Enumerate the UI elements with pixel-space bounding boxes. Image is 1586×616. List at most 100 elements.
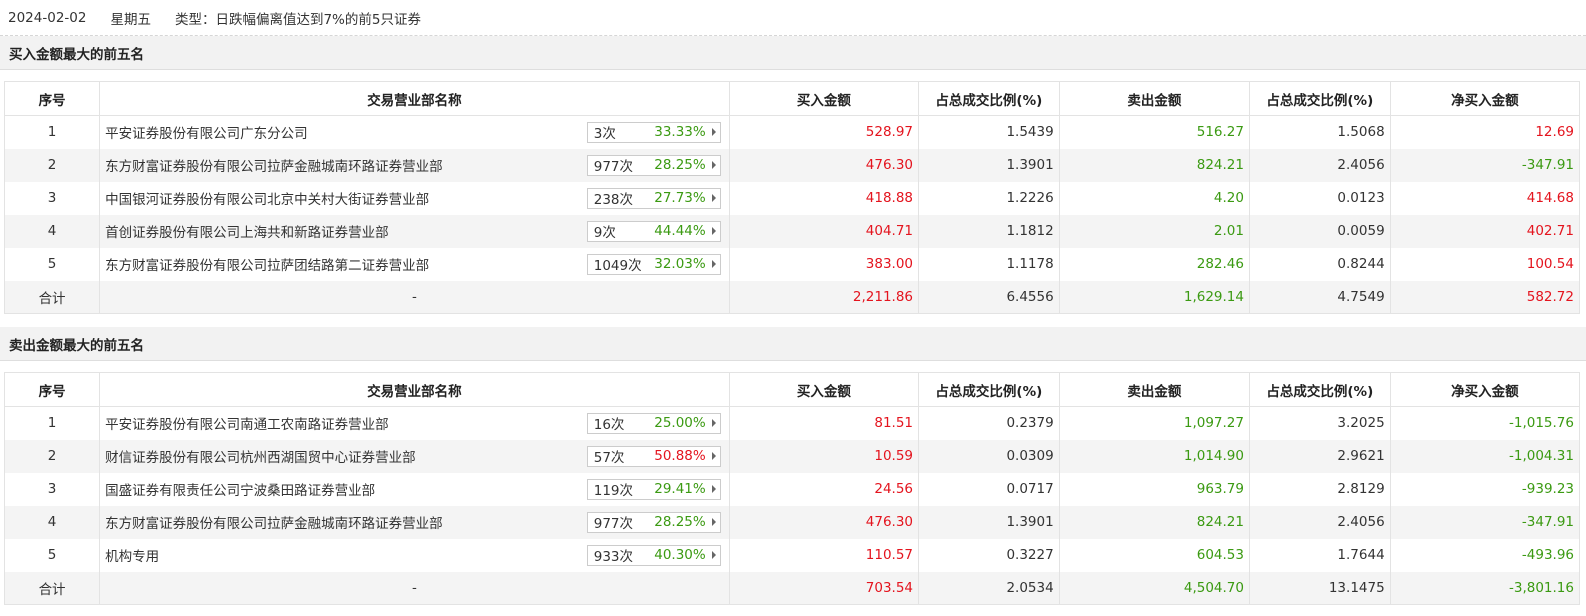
branch-cell: 平安证券股份有限公司广东分公司 3次 33.33% <box>99 115 730 149</box>
win-rate: 44.44% <box>654 223 706 239</box>
net-amount: 12.69 <box>1389 115 1581 149</box>
branch-stats-button[interactable]: 16次 25.00% <box>586 412 721 434</box>
caret-right-icon <box>711 419 716 428</box>
appearance-count: 238次 <box>593 192 634 208</box>
col-buy-ratio: 占总成交比例(%) <box>918 81 1060 116</box>
row-index: 4 <box>3 505 101 539</box>
buy-amount: 404.71 <box>728 214 920 248</box>
appearance-count: 119次 <box>593 483 634 499</box>
branch-stats-button[interactable]: 1049次 32.03% <box>586 253 721 275</box>
col-branch-name: 交易营业部名称 <box>99 81 730 116</box>
sell-amount: 824.21 <box>1058 148 1250 182</box>
buy-amount: 81.51 <box>728 406 920 440</box>
buy-ratio: 1.2226 <box>918 181 1060 215</box>
buy-section-title: 买入金额最大的前五名 <box>0 36 1586 70</box>
sell-amount: 604.53 <box>1058 538 1250 572</box>
table-row: 2 东方财富证券股份有限公司拉萨金融城南环路证券营业部 977次 28.25% 476.… <box>3 148 1581 182</box>
total-sell-ratio: 4.7549 <box>1248 280 1391 314</box>
row-index: 3 <box>3 181 101 215</box>
sell-ratio: 0.0123 <box>1248 181 1391 215</box>
buy-ratio: 0.2379 <box>918 406 1060 440</box>
col-sell-amount: 卖出金额 <box>1058 81 1250 116</box>
sell-ratio: 0.8244 <box>1248 247 1391 281</box>
col-buy-amount: 买入金额 <box>728 81 920 116</box>
buy-table-body: 1 平安证券股份有限公司广东分公司 3次 33.33% 528.97 1.5439 516.… <box>3 115 1581 314</box>
net-amount: -493.96 <box>1389 538 1581 572</box>
caret-right-icon <box>711 551 716 559</box>
branch-stats-button[interactable]: 933次 40.30% <box>586 544 721 566</box>
row-index: 5 <box>3 247 101 281</box>
net-amount: -347.91 <box>1389 505 1581 539</box>
sell-amount: 963.79 <box>1058 472 1250 506</box>
buy-ratio: 1.5439 <box>918 115 1060 149</box>
sell-table: 序号 交易营业部名称 买入金额 占总成交比例(%) 卖出金额 占总成交比例(%)… <box>3 372 1581 605</box>
col-sell-amount: 卖出金额 <box>1058 372 1250 407</box>
branch-stats-button[interactable]: 57次 50.88% <box>586 445 721 467</box>
total-label: 合计 <box>3 571 101 605</box>
caret-right-icon <box>711 485 716 493</box>
branch-name: 中国银河证券股份有限公司北京中关村大街证券营业部 <box>105 192 430 208</box>
sell-ratio: 2.9621 <box>1248 439 1391 473</box>
win-rate: 29.41% <box>654 481 706 497</box>
branch-name-wrap: 东方财富证券股份有限公司拉萨金融城南环路证券营业部 977次 28.25% <box>105 154 724 176</box>
net-amount: 414.68 <box>1389 181 1581 215</box>
branch-name-wrap: 首创证券股份有限公司上海共和新路证券营业部 9次 44.44% <box>105 220 724 242</box>
branch-name: 国盛证券有限责任公司宁波桑田路证券营业部 <box>105 483 376 499</box>
branch-stats-button[interactable]: 977次 28.25% <box>586 154 721 176</box>
net-amount: -1,015.76 <box>1389 406 1581 440</box>
row-index: 5 <box>3 538 101 572</box>
total-net-amount: 582.72 <box>1389 280 1581 314</box>
branch-name-wrap: 机构专用 933次 40.30% <box>105 544 724 566</box>
sell-table-body: 1 平安证券股份有限公司南通工农南路证券营业部 16次 25.00% 81.51 0.23… <box>3 406 1581 605</box>
branch-name: 东方财富证券股份有限公司拉萨金融城南环路证券营业部 <box>105 516 443 532</box>
net-amount: -939.23 <box>1389 472 1581 506</box>
branch-stats-button[interactable]: 9次 44.44% <box>586 220 721 242</box>
branch-name-wrap: 平安证券股份有限公司广东分公司 3次 33.33% <box>105 121 724 143</box>
row-index: 1 <box>3 406 101 440</box>
sell-ratio: 3.2025 <box>1248 406 1391 440</box>
appearance-count: 57次 <box>593 450 625 466</box>
caret-right-icon <box>711 260 716 268</box>
trade-date: 2024-02-02 <box>8 9 87 26</box>
branch-name-wrap: 中国银河证券股份有限公司北京中关村大街证券营业部 238次 27.73% <box>105 187 724 209</box>
branch-name: 财信证券股份有限公司杭州西湖国贸中心证券营业部 <box>105 450 416 466</box>
buy-ratio: 0.0309 <box>918 439 1060 473</box>
win-rate: 40.30% <box>654 547 706 563</box>
win-rate: 27.73% <box>654 190 706 206</box>
caret-right-icon <box>711 518 716 526</box>
col-branch-name: 交易营业部名称 <box>99 372 730 407</box>
branch-name: 平安证券股份有限公司广东分公司 <box>105 126 308 143</box>
branch-cell: 首创证券股份有限公司上海共和新路证券营业部 9次 44.44% <box>99 214 730 248</box>
table-row: 1 平安证券股份有限公司南通工农南路证券营业部 16次 25.00% 81.51 0.23… <box>3 406 1581 440</box>
buy-amount: 383.00 <box>728 247 920 281</box>
total-row: 合计 -2,211.86 6.4556 1,629.14 4.7549 582.72 <box>3 280 1581 314</box>
sell-amount: 1,097.27 <box>1058 406 1250 440</box>
table-row: 4 东方财富证券股份有限公司拉萨金融城南环路证券营业部 977次 28.25% 476.… <box>3 505 1581 539</box>
sell-amount: 2.01 <box>1058 214 1250 248</box>
sell-section-title: 卖出金额最大的前五名 <box>0 327 1586 361</box>
branch-stats-button[interactable]: 119次 29.41% <box>586 478 721 500</box>
col-index: 序号 <box>3 372 101 407</box>
buy-ratio: 1.1178 <box>918 247 1060 281</box>
net-amount: -1,004.31 <box>1389 439 1581 473</box>
table-row: 1 平安证券股份有限公司广东分公司 3次 33.33% 528.97 1.5439 516.… <box>3 115 1581 149</box>
row-index: 2 <box>3 439 101 473</box>
branch-stats-button[interactable]: 238次 27.73% <box>586 187 721 209</box>
branch-stats-button[interactable]: 977次 28.25% <box>586 511 721 533</box>
buy-ratio: 1.3901 <box>918 505 1060 539</box>
info-bar: 2024-02-02 星期五 类型：日跌幅偏离值达到7%的前5只证券 <box>0 0 1586 36</box>
buy-ratio: 0.3227 <box>918 538 1060 572</box>
branch-name: 机构专用 <box>105 549 160 565</box>
sell-ratio: 2.8129 <box>1248 472 1391 506</box>
total-buy-ratio: 6.4556 <box>918 280 1060 314</box>
sell-ratio: 1.7644 <box>1248 538 1391 572</box>
branch-name-wrap: 平安证券股份有限公司南通工农南路证券营业部 16次 25.00% <box>105 412 724 434</box>
buy-ratio: 0.0717 <box>918 472 1060 506</box>
total-sell-ratio: 13.1475 <box>1248 571 1391 605</box>
net-amount: 402.71 <box>1389 214 1581 248</box>
net-amount: -347.91 <box>1389 148 1581 182</box>
appearance-count: 9次 <box>593 225 616 241</box>
caret-right-icon <box>711 128 716 137</box>
branch-stats-button[interactable]: 3次 33.33% <box>586 121 721 143</box>
table-row: 5 东方财富证券股份有限公司拉萨团结路第二证券营业部 1049次 32.03% 383.… <box>3 247 1581 281</box>
